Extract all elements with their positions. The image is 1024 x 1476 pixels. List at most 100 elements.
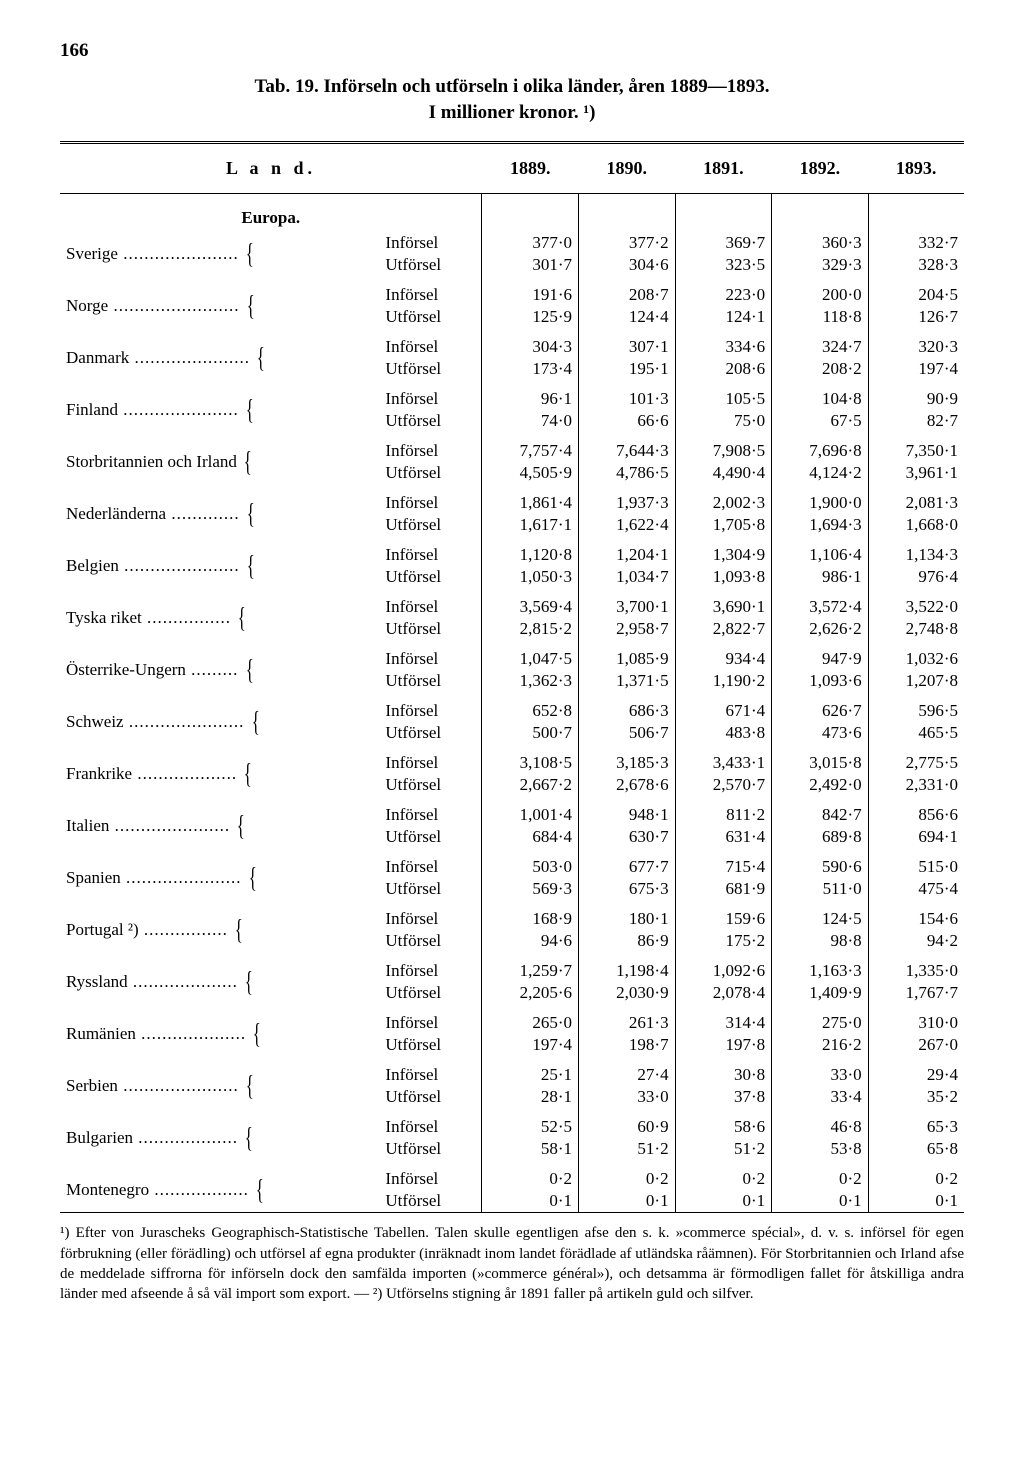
- cell-value: 1,001·4: [482, 804, 579, 826]
- cell-value: 465·5: [868, 722, 964, 744]
- cell-value: 1,163·3: [772, 960, 869, 982]
- cell-value: 154·6: [868, 908, 964, 930]
- cell-value: 33·0: [772, 1064, 869, 1086]
- spacer-row: [60, 432, 964, 440]
- cell-value: 630·7: [579, 826, 676, 848]
- flow-type-ut: Utförsel: [375, 358, 482, 380]
- cell-value: 1,085·9: [579, 648, 676, 670]
- cell-value: 694·1: [868, 826, 964, 848]
- cell-value: 52·5: [482, 1116, 579, 1138]
- table-row: Bulgarien ................... {Införsel5…: [60, 1116, 964, 1138]
- flow-type-ut: Utförsel: [375, 1138, 482, 1160]
- flow-type-ut: Utförsel: [375, 254, 482, 276]
- spacer-row: [60, 380, 964, 388]
- cell-value: 25·1: [482, 1064, 579, 1086]
- cell-value: 332·7: [868, 232, 964, 254]
- flow-type-in: Införsel: [375, 960, 482, 982]
- cell-value: 0·2: [482, 1168, 579, 1190]
- flow-type-in: Införsel: [375, 908, 482, 930]
- table-row: Tyska riket ................ {Införsel3,…: [60, 596, 964, 618]
- cell-value: 1,093·6: [772, 670, 869, 692]
- cell-value: 29·4: [868, 1064, 964, 1086]
- cell-value: 2,205·6: [482, 982, 579, 1004]
- col-1890: 1890.: [579, 143, 676, 194]
- cell-value: 3,690·1: [675, 596, 772, 618]
- flow-type-ut: Utförsel: [375, 1034, 482, 1056]
- table-row: Danmark ...................... {Införsel…: [60, 336, 964, 358]
- table-row: Österrike-Ungern ......... {Införsel1,04…: [60, 648, 964, 670]
- spacer-row: [60, 1004, 964, 1012]
- cell-value: 4,786·5: [579, 462, 676, 484]
- country-name: Finland ...................... {: [60, 388, 375, 432]
- cell-value: 948·1: [579, 804, 676, 826]
- spacer-row: [60, 744, 964, 752]
- table-row: Italien ...................... {Införsel…: [60, 804, 964, 826]
- cell-value: 7,350·1: [868, 440, 964, 462]
- table-row: Norge ........................ {Införsel…: [60, 284, 964, 306]
- table-row: Portugal ²) ................ {Införsel16…: [60, 908, 964, 930]
- cell-value: 7,908·5: [675, 440, 772, 462]
- flow-type-in: Införsel: [375, 700, 482, 722]
- table-row: Montenegro .................. {Införsel0…: [60, 1168, 964, 1190]
- cell-value: 7,757·4: [482, 440, 579, 462]
- cell-value: 1,047·5: [482, 648, 579, 670]
- section-header: Europa.: [60, 194, 964, 233]
- cell-value: 1,409·9: [772, 982, 869, 1004]
- table-row: Spanien ...................... {Införsel…: [60, 856, 964, 878]
- flow-type-in: Införsel: [375, 492, 482, 514]
- table-row: Sverige ...................... {Införsel…: [60, 232, 964, 254]
- cell-value: 3,522·0: [868, 596, 964, 618]
- cell-value: 675·3: [579, 878, 676, 900]
- flow-type-in: Införsel: [375, 1116, 482, 1138]
- table-row: Belgien ...................... {Införsel…: [60, 544, 964, 566]
- cell-value: 208·6: [675, 358, 772, 380]
- table-row: Nederländerna ............. {Införsel1,8…: [60, 492, 964, 514]
- flow-type-in: Införsel: [375, 388, 482, 410]
- cell-value: 197·4: [482, 1034, 579, 1056]
- cell-value: 631·4: [675, 826, 772, 848]
- flow-type-in: Införsel: [375, 804, 482, 826]
- cell-value: 60·9: [579, 1116, 676, 1138]
- cell-value: 94·6: [482, 930, 579, 952]
- country-name: Portugal ²) ................ {: [60, 908, 375, 952]
- cell-value: 180·1: [579, 908, 676, 930]
- cell-value: 301·7: [482, 254, 579, 276]
- cell-value: 1,694·3: [772, 514, 869, 536]
- cell-value: 2,570·7: [675, 774, 772, 796]
- cell-value: 503·0: [482, 856, 579, 878]
- flow-type-ut: Utförsel: [375, 462, 482, 484]
- flow-type-ut: Utförsel: [375, 722, 482, 744]
- cell-value: 7,644·3: [579, 440, 676, 462]
- cell-value: 569·3: [482, 878, 579, 900]
- cell-value: 198·7: [579, 1034, 676, 1056]
- flow-type-in: Införsel: [375, 1168, 482, 1190]
- country-name: Belgien ...................... {: [60, 544, 375, 588]
- cell-value: 842·7: [772, 804, 869, 826]
- cell-value: 1,204·1: [579, 544, 676, 566]
- flow-type-ut: Utförsel: [375, 618, 482, 640]
- flow-type-in: Införsel: [375, 232, 482, 254]
- spacer-row: [60, 328, 964, 336]
- cell-value: 1,120·8: [482, 544, 579, 566]
- cell-value: 1,092·6: [675, 960, 772, 982]
- flow-type-in: Införsel: [375, 336, 482, 358]
- cell-value: 2,002·3: [675, 492, 772, 514]
- cell-value: 0·1: [772, 1190, 869, 1213]
- cell-value: 3,108·5: [482, 752, 579, 774]
- cell-value: 2,775·5: [868, 752, 964, 774]
- cell-value: 53·8: [772, 1138, 869, 1160]
- spacer-row: [60, 484, 964, 492]
- cell-value: 197·8: [675, 1034, 772, 1056]
- table-row: Finland ...................... {Införsel…: [60, 388, 964, 410]
- country-name: Norge ........................ {: [60, 284, 375, 328]
- cell-value: 304·6: [579, 254, 676, 276]
- cell-value: 976·4: [868, 566, 964, 588]
- cell-value: 4,505·9: [482, 462, 579, 484]
- cell-value: 66·6: [579, 410, 676, 432]
- cell-value: 33·4: [772, 1086, 869, 1108]
- flow-type-in: Införsel: [375, 440, 482, 462]
- cell-value: 208·2: [772, 358, 869, 380]
- table-row: Storbritannien och Irland {Införsel7,757…: [60, 440, 964, 462]
- flow-type-ut: Utförsel: [375, 514, 482, 536]
- spacer-row: [60, 276, 964, 284]
